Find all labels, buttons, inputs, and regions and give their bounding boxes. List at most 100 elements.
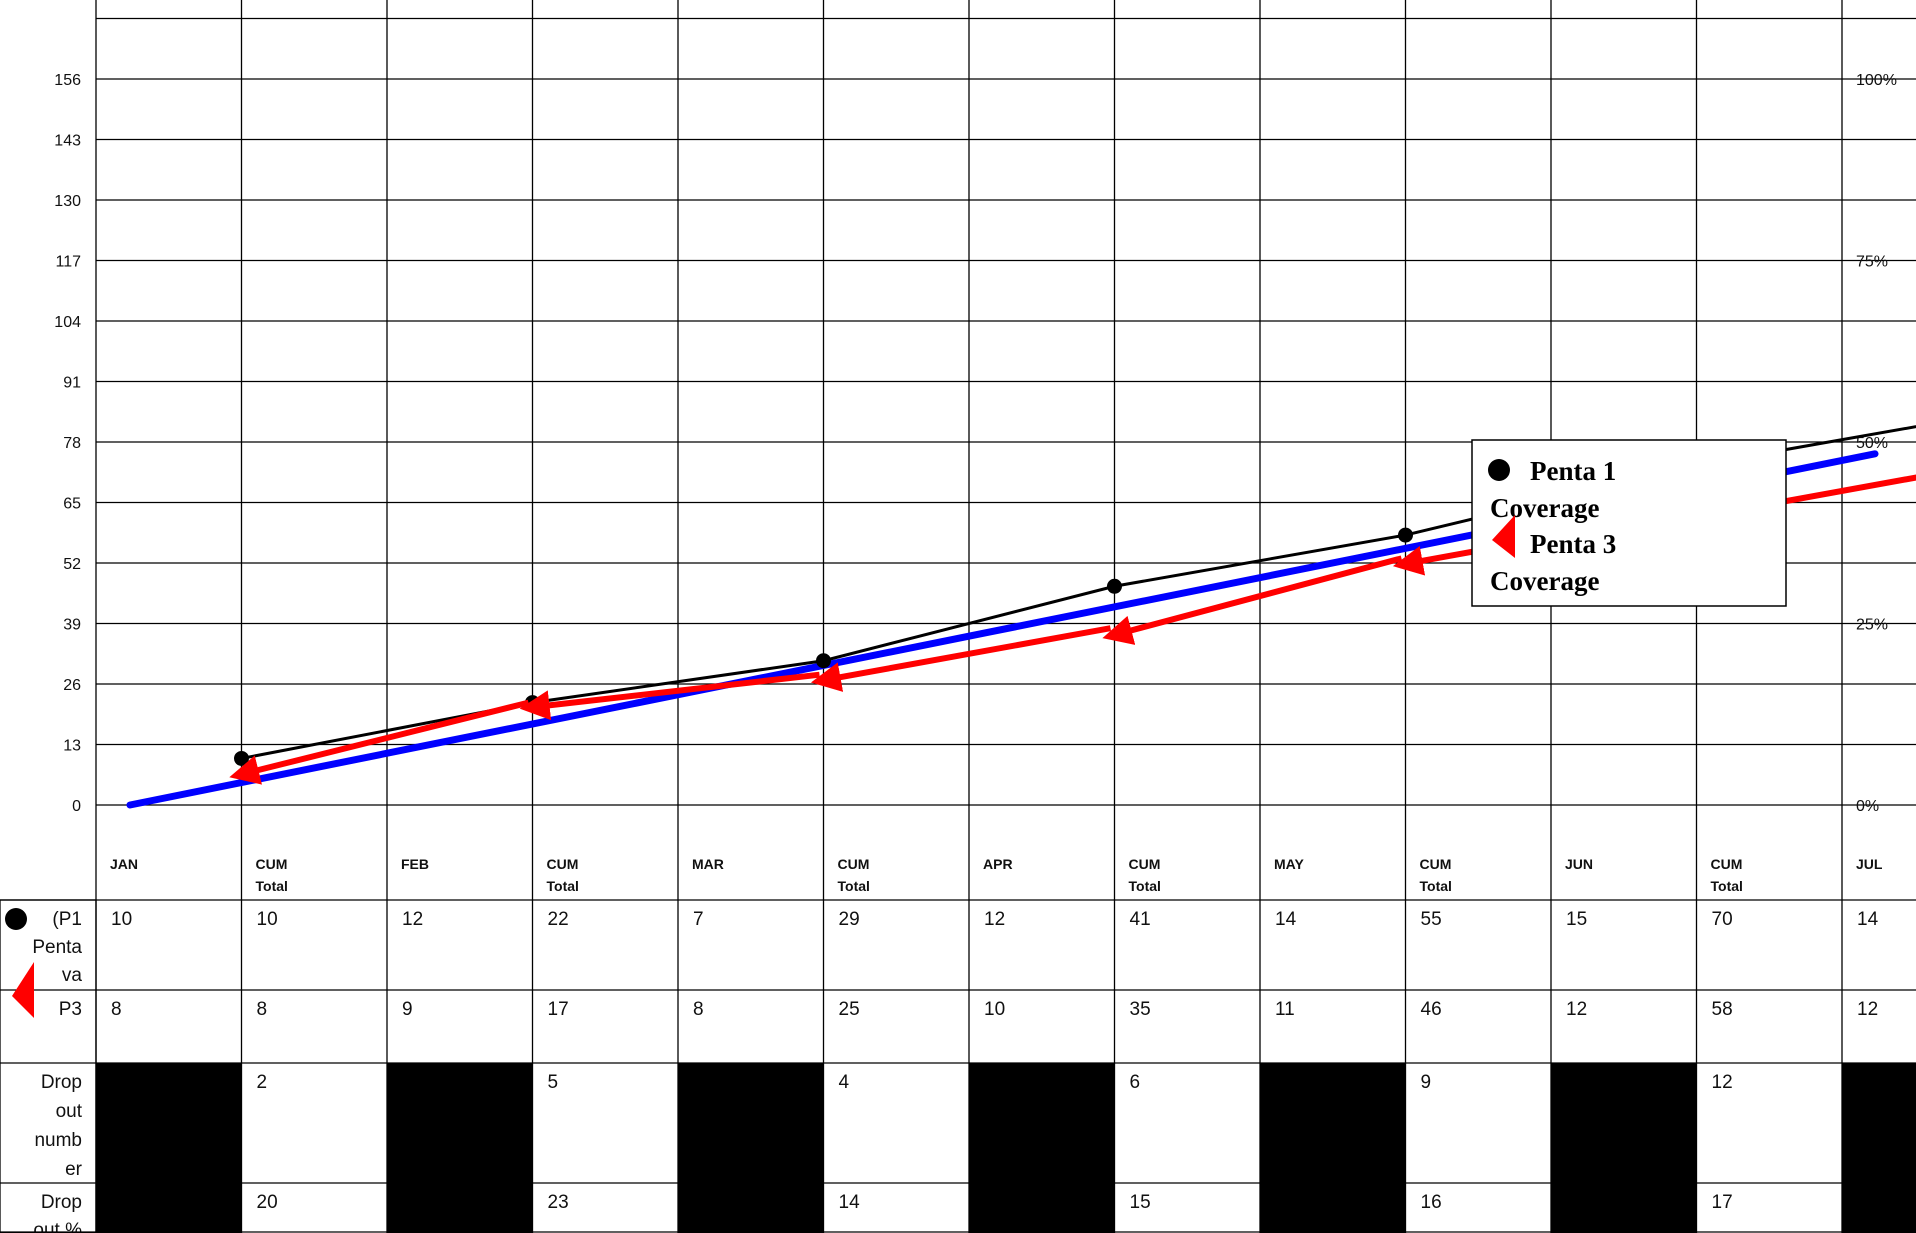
percent-axis-ticks: 0% 25% 50% 75% 100% <box>1856 72 1897 815</box>
shaded-cell <box>387 1183 533 1233</box>
row-label: out <box>56 1101 83 1122</box>
row-label: P3 <box>59 999 82 1020</box>
percent-tick-label: 75% <box>1856 254 1888 271</box>
table-cell-value: 12 <box>402 909 423 930</box>
y-tick-label: 130 <box>54 193 81 210</box>
penta-1-point <box>1107 579 1122 594</box>
y-tick-label: 156 <box>54 72 81 89</box>
row-label: Drop <box>41 1192 82 1213</box>
legend-item-penta-1: Penta 1 <box>1530 456 1616 486</box>
row-label: va <box>62 965 83 986</box>
shaded-cell <box>969 1183 1115 1233</box>
table-cell-value: 5 <box>548 1072 559 1093</box>
table-cell-value: 15 <box>1130 1192 1151 1213</box>
percent-tick-label: 25% <box>1856 617 1888 634</box>
column-header-top: MAY <box>1274 856 1304 872</box>
legend-item-penta-1-line2: Coverage <box>1490 493 1599 523</box>
table-cell-value: 14 <box>1275 909 1297 930</box>
y-tick-label: 65 <box>63 496 81 513</box>
column-header-bottom: Total <box>1711 878 1743 894</box>
column-header-top: CUM <box>547 856 579 872</box>
shaded-cell <box>678 1183 824 1233</box>
legend-item-penta-3: Penta 3 <box>1530 529 1616 559</box>
row-label: Drop <box>41 1072 82 1093</box>
column-header-bottom: Total <box>838 878 870 894</box>
column-header-bottom: Total <box>1129 878 1161 894</box>
black-dot-icon <box>5 908 27 930</box>
shaded-cell <box>96 1183 242 1233</box>
y-tick-label: 117 <box>55 254 81 271</box>
column-header-top: JUN <box>1565 856 1593 872</box>
table-cell-value: 7 <box>693 909 704 930</box>
row-label: (P1 <box>52 909 82 930</box>
table-cell-value: 8 <box>111 999 122 1020</box>
table-cell-value: 12 <box>1857 999 1878 1020</box>
column-header-top: APR <box>983 856 1013 872</box>
column-header-top: CUM <box>1711 856 1743 872</box>
row-label: numb <box>34 1130 82 1151</box>
table-cell-value: 10 <box>111 909 132 930</box>
table-cell-value: 15 <box>1566 909 1587 930</box>
penta-3-arrow <box>547 675 820 706</box>
column-header-top: CUM <box>1420 856 1452 872</box>
table-cell-value: 14 <box>839 1192 861 1213</box>
penta-1-point <box>816 653 831 668</box>
column-header-bottom: Total <box>1420 878 1452 894</box>
table-cell-value: 9 <box>1421 1072 1432 1093</box>
penta-3-arrow <box>256 703 529 771</box>
table-cell-value: 10 <box>984 999 1005 1020</box>
column-header-bottom: Total <box>547 878 579 894</box>
data-table: (P1Pentava101012227291241145515701484791… <box>0 900 1916 1233</box>
y-tick-label: 143 <box>54 133 81 150</box>
table-cell-value: 14 <box>1857 909 1879 930</box>
table-cell-value: 22 <box>548 909 569 930</box>
table-cell-value: 9 <box>402 999 413 1020</box>
table-cell-value: 35 <box>1130 999 1151 1020</box>
y-axis-ticks: 0 13 26 39 52 65 78 91 104 117 130 143 156 <box>54 72 81 815</box>
shaded-cell <box>96 1063 242 1183</box>
y-tick-label: 104 <box>54 314 81 331</box>
black-dot-icon <box>1488 459 1510 481</box>
table-cell-value: 8 <box>257 999 268 1020</box>
y-tick-label: 0 <box>72 798 81 815</box>
y-tick-label: 78 <box>63 435 81 452</box>
y-tick-label: 26 <box>63 677 81 694</box>
y-tick-label: 91 <box>63 375 81 392</box>
percent-tick-label: 100% <box>1856 72 1897 89</box>
table-cell-value: 12 <box>984 909 1005 930</box>
table-cell-value: 11 <box>1275 999 1295 1020</box>
table-cell-value: 2 <box>257 1072 268 1093</box>
shaded-cell <box>678 1063 824 1183</box>
penta-1-point <box>1398 528 1413 543</box>
shaded-cell <box>1260 1183 1406 1233</box>
row-label: Penta <box>32 937 82 958</box>
row-label: out % <box>33 1220 82 1233</box>
month-header-row: JAN CUM Total FEB CUM Total MAR CUM Total APR CUM T… <box>110 856 1916 894</box>
column-header-top: CUM <box>1129 856 1161 872</box>
shaded-cell <box>1842 1063 1916 1183</box>
table-cell-value: 10 <box>257 909 278 930</box>
shaded-cell <box>1842 1183 1916 1233</box>
percent-tick-label: 0% <box>1856 798 1879 815</box>
table-cell-value: 25 <box>839 999 860 1020</box>
column-header-top: CUM <box>838 856 870 872</box>
table-cell-value: 41 <box>1130 909 1151 930</box>
table-cell-value: 20 <box>257 1192 278 1213</box>
y-tick-label: 52 <box>63 556 81 573</box>
table-cell-value: 8 <box>693 999 704 1020</box>
y-tick-label: 13 <box>63 738 81 755</box>
table-cell-value: 12 <box>1566 999 1587 1020</box>
legend-item-penta-3-line2: Coverage <box>1490 566 1599 596</box>
shaded-cell <box>969 1063 1115 1183</box>
shaded-cell <box>387 1063 533 1183</box>
table-cell-value: 23 <box>548 1192 569 1213</box>
column-header-top: MAR <box>692 856 724 872</box>
table-cell-value: 29 <box>839 909 860 930</box>
table-cell-value: 55 <box>1421 909 1442 930</box>
shaded-cell <box>1551 1063 1697 1183</box>
table-cell-value: 16 <box>1421 1192 1442 1213</box>
y-tick-label: 39 <box>63 617 81 634</box>
table-cell-value: 17 <box>548 999 569 1020</box>
table-cell-value: 58 <box>1712 999 1733 1020</box>
